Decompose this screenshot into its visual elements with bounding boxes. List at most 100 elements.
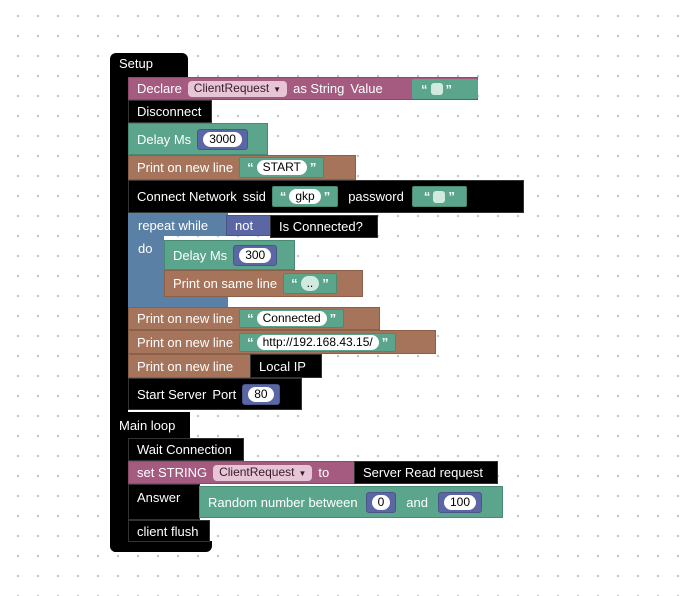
string-block-password[interactable]: “ ” <box>411 186 467 207</box>
print-url-block[interactable]: Print on new line “ http://192.168.43.15… <box>128 330 436 354</box>
close-quote-icon: ” <box>448 189 455 204</box>
print-start-value[interactable]: START <box>256 160 307 175</box>
declare-as-type: as String <box>293 81 345 96</box>
number-block-1[interactable]: 3000 <box>197 128 248 150</box>
not-block[interactable]: not <box>226 215 276 236</box>
disconnect-block[interactable]: Disconnect <box>128 100 212 123</box>
ssid-label: ssid <box>242 189 266 204</box>
password-label: password <box>348 189 404 204</box>
open-quote-icon: “ <box>247 311 254 326</box>
print-url-label: Print on new line <box>137 334 234 350</box>
open-quote-icon: “ <box>247 160 254 175</box>
string-block-url[interactable]: “ http://192.168.43.15/ ” <box>239 332 397 352</box>
open-quote-icon: “ <box>423 189 431 204</box>
setup-rail <box>110 75 128 414</box>
string-block-dots[interactable]: “ .. ” <box>283 273 337 294</box>
server-read-label: Server Read request <box>363 465 483 480</box>
close-quote-icon: ” <box>322 276 329 291</box>
string-block-start[interactable]: “ START ” <box>239 157 325 178</box>
string-block-connected[interactable]: “ Connected ” <box>239 309 345 328</box>
client-flush-label: client flush <box>137 523 199 539</box>
delay-label-2: Delay Ms <box>173 247 228 263</box>
declare-label: Declare <box>137 81 182 96</box>
open-quote-icon: “ <box>421 81 428 97</box>
disconnect-label: Disconnect <box>137 104 202 119</box>
string-value-block[interactable]: “ ” <box>412 79 478 99</box>
print-start-label: Print on new line <box>137 160 234 175</box>
set-variable-dropdown[interactable]: ClientRequest ▼ <box>213 464 313 481</box>
main-loop-rail <box>110 436 128 552</box>
declare-block[interactable]: Declare ClientRequest ▼ as String Value “… <box>128 77 478 100</box>
main-loop-title: Main loop <box>119 418 176 433</box>
print-connected-block[interactable]: Print on new line “ Connected ” <box>128 307 380 330</box>
password-value[interactable] <box>433 190 446 203</box>
close-quote-icon: ” <box>381 334 389 350</box>
declare-value-field[interactable] <box>430 83 443 95</box>
print-start-block[interactable]: Print on new line “ START ” <box>128 155 356 180</box>
print-url-value[interactable]: http://192.168.43.15/ <box>256 334 379 350</box>
print-same-value[interactable]: .. <box>300 276 320 291</box>
delay-block-1[interactable]: Delay Ms 3000 <box>128 123 268 155</box>
delay-block-2[interactable]: Delay Ms 300 <box>164 240 295 270</box>
repeat-bottom <box>128 297 228 307</box>
local-ip-label: Local IP <box>259 358 306 374</box>
connect-network-block[interactable]: Connect Network ssid “ gkp ” password “ … <box>128 180 524 213</box>
set-string-label: set STRING <box>137 465 208 480</box>
delay-label-1: Delay Ms <box>137 131 192 147</box>
number-block-min[interactable]: 0 <box>365 491 397 513</box>
chevron-down-icon: ▼ <box>273 84 282 94</box>
declare-value-label: Value <box>350 81 383 96</box>
close-quote-icon: ” <box>329 311 337 326</box>
print-connected-value[interactable]: Connected <box>256 311 327 326</box>
random-min[interactable]: 0 <box>371 494 391 510</box>
delay-value-2[interactable]: 300 <box>239 247 272 263</box>
print-same-label: Print on same line <box>173 276 278 291</box>
close-quote-icon: ” <box>445 81 453 97</box>
close-quote-icon: ” <box>323 189 331 204</box>
random-number-block[interactable]: Random number between 0 and 100 <box>199 486 503 518</box>
main-loop-block[interactable] <box>110 412 190 438</box>
main-loop-bottom <box>110 541 212 552</box>
open-quote-icon: “ <box>247 334 254 350</box>
set-string-block[interactable]: set STRING ClientRequest ▼ to <box>128 461 356 484</box>
repeat-label: repeat while <box>138 218 209 233</box>
is-connected-block[interactable]: Is Connected? <box>270 215 378 238</box>
ssid-value[interactable]: gkp <box>289 189 321 204</box>
random-label: Random number between <box>208 494 358 510</box>
repeat-rail <box>128 213 164 297</box>
port-label: Port <box>212 386 237 402</box>
close-quote-icon: ” <box>309 160 317 175</box>
connect-label: Connect Network <box>137 189 237 204</box>
start-server-block[interactable]: Start Server Port 80 <box>128 378 302 410</box>
start-server-label: Start Server <box>137 386 207 402</box>
not-label: not <box>235 218 254 233</box>
declare-variable-dropdown[interactable]: ClientRequest ▼ <box>187 80 288 97</box>
number-block-max[interactable]: 100 <box>437 491 483 513</box>
print-same-block[interactable]: Print on same line “ .. ” <box>164 270 363 297</box>
port-value[interactable]: 80 <box>248 386 274 402</box>
is-connected-label: Is Connected? <box>279 219 363 234</box>
number-block-port[interactable]: 80 <box>242 383 280 405</box>
to-label: to <box>318 465 330 480</box>
answer-block[interactable]: Answer <box>128 484 200 520</box>
random-max[interactable]: 100 <box>443 494 477 510</box>
print-ip-block[interactable]: Print on new line <box>128 354 252 378</box>
server-read-block[interactable]: Server Read request <box>354 461 498 484</box>
string-block-ssid[interactable]: “ gkp ” <box>271 186 339 207</box>
print-connected-label: Print on new line <box>137 311 234 326</box>
open-quote-icon: “ <box>279 189 287 204</box>
wait-connection-label: Wait Connection <box>137 442 232 457</box>
number-block-2[interactable]: 300 <box>233 244 278 266</box>
open-quote-icon: “ <box>291 276 298 291</box>
delay-value-1[interactable]: 3000 <box>203 131 242 147</box>
and-label: and <box>406 494 428 510</box>
setup-title: Setup <box>119 56 153 71</box>
local-ip-block[interactable]: Local IP <box>250 354 322 378</box>
setup-block[interactable] <box>110 53 188 77</box>
answer-label: Answer <box>137 490 181 505</box>
do-label: do <box>138 241 153 256</box>
chevron-down-icon: ▼ <box>298 468 307 478</box>
client-flush-block[interactable]: client flush <box>128 520 210 542</box>
print-ip-label: Print on new line <box>137 358 234 374</box>
wait-connection-block[interactable]: Wait Connection <box>128 438 244 461</box>
